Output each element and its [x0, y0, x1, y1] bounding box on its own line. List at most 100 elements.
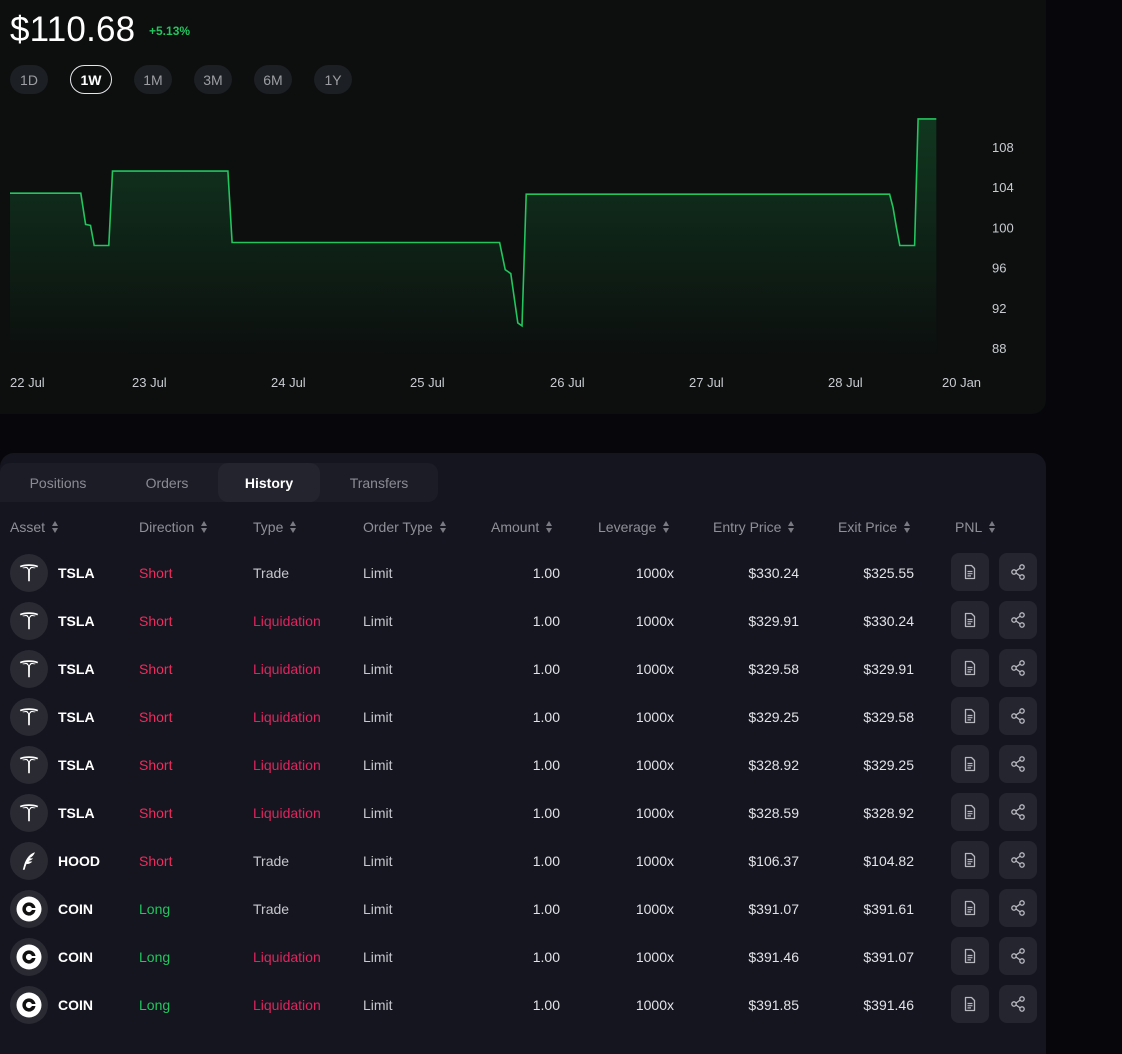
column-header-amount[interactable]: Amount: [491, 519, 553, 535]
share-icon: [1009, 659, 1027, 677]
price-chart[interactable]: 108 104 100 96 92 88 22 Jul 23 Jul 24 Jul 25 Jul 2…: [0, 0, 1046, 414]
order-type-cell: Limit: [363, 949, 393, 965]
type-cell: Trade: [253, 565, 290, 581]
share-button[interactable]: [999, 793, 1037, 831]
table-row[interactable]: COIN Long Trade Limit 1.00 1000x $391.07 $391.6…: [0, 885, 1046, 933]
column-header-type[interactable]: Type: [253, 519, 297, 535]
entry-price-cell: $391.46: [748, 949, 799, 965]
table-header: Asset Direction Type Order Type Amount L…: [0, 519, 1046, 541]
share-button[interactable]: [999, 697, 1037, 735]
details-button[interactable]: [951, 985, 989, 1023]
column-header-order-type[interactable]: Order Type: [363, 519, 447, 535]
share-button[interactable]: [999, 601, 1037, 639]
table-row[interactable]: TSLA Short Liquidation Limit 1.00 1000x $329.5…: [0, 645, 1046, 693]
range-button-1y[interactable]: 1Y: [314, 65, 352, 94]
type-cell: Liquidation: [253, 709, 321, 725]
asset-ticker: TSLA: [58, 565, 95, 581]
share-button[interactable]: [999, 553, 1037, 591]
column-header-entry-price[interactable]: Entry Price: [713, 519, 795, 535]
column-header-pnl[interactable]: PNL: [955, 519, 996, 535]
share-button[interactable]: [999, 889, 1037, 927]
direction-cell: Short: [139, 661, 173, 677]
share-button[interactable]: [999, 649, 1037, 687]
direction-cell: Short: [139, 805, 173, 821]
leverage-cell: 1000x: [635, 901, 674, 917]
leverage-cell: 1000x: [635, 805, 674, 821]
coinbase-logo-icon: [10, 938, 48, 976]
column-header-exit-price[interactable]: Exit Price: [838, 519, 911, 535]
details-button[interactable]: [951, 937, 989, 975]
tab-orders[interactable]: Orders: [145, 474, 189, 491]
table-row[interactable]: TSLA Short Liquidation Limit 1.00 1000x $328.9…: [0, 741, 1046, 789]
range-button-1m[interactable]: 1M: [134, 65, 172, 94]
sort-icon: [52, 520, 59, 534]
range-button-3m[interactable]: 3M: [194, 65, 232, 94]
details-button[interactable]: [951, 697, 989, 735]
tab-bar: Positions Orders History Transfers: [0, 463, 438, 502]
order-type-cell: Limit: [363, 661, 393, 677]
share-button[interactable]: [999, 745, 1037, 783]
y-tick-label: 92: [992, 301, 1006, 316]
order-type-cell: Limit: [363, 901, 393, 917]
tab-positions[interactable]: Positions: [29, 474, 87, 491]
share-icon: [1009, 563, 1027, 581]
exit-price-cell: $329.25: [863, 757, 914, 773]
type-cell: Liquidation: [253, 997, 321, 1013]
details-button[interactable]: [951, 601, 989, 639]
table-row[interactable]: TSLA Short Liquidation Limit 1.00 1000x $328.5…: [0, 789, 1046, 837]
details-button[interactable]: [951, 793, 989, 831]
range-button-1d[interactable]: 1D: [10, 65, 48, 94]
type-cell: Liquidation: [253, 613, 321, 629]
entry-price-cell: $330.24: [748, 565, 799, 581]
share-button[interactable]: [999, 841, 1037, 879]
document-icon: [962, 756, 978, 772]
tesla-logo-icon: [10, 650, 48, 688]
amount-cell: 1.00: [532, 901, 560, 917]
leverage-cell: 1000x: [635, 853, 674, 869]
tab-transfers[interactable]: Transfers: [349, 474, 409, 491]
details-button[interactable]: [951, 889, 989, 927]
x-tick-label: 22 Jul: [10, 375, 45, 390]
details-button[interactable]: [951, 553, 989, 591]
share-icon: [1009, 611, 1027, 629]
amount-cell: 1.00: [532, 565, 560, 581]
table-row[interactable]: HOOD Short Trade Limit 1.00 1000x $106.37 $104.…: [0, 837, 1046, 885]
column-header-direction[interactable]: Direction: [139, 519, 208, 535]
exit-price-cell: $391.46: [863, 997, 914, 1013]
amount-cell: 1.00: [532, 613, 560, 629]
tab-history[interactable]: History: [218, 463, 320, 502]
table-row[interactable]: TSLA Short Liquidation Limit 1.00 1000x $329.9…: [0, 597, 1046, 645]
share-icon: [1009, 995, 1027, 1013]
table-row[interactable]: TSLA Short Trade Limit 1.00 1000x $330.24 $325.…: [0, 549, 1046, 597]
column-header-asset[interactable]: Asset: [10, 519, 59, 535]
asset-ticker: TSLA: [58, 661, 95, 677]
document-icon: [962, 612, 978, 628]
asset-ticker: COIN: [58, 901, 93, 917]
exit-price-cell: $104.82: [863, 853, 914, 869]
entry-price-cell: $391.07: [748, 901, 799, 917]
table-row[interactable]: TSLA Short Liquidation Limit 1.00 1000x $329.2…: [0, 693, 1046, 741]
order-type-cell: Limit: [363, 805, 393, 821]
share-button[interactable]: [999, 985, 1037, 1023]
table-row[interactable]: COIN Long Liquidation Limit 1.00 1000x $391.46…: [0, 933, 1046, 981]
details-button[interactable]: [951, 745, 989, 783]
entry-price-cell: $329.91: [748, 613, 799, 629]
amount-cell: 1.00: [532, 757, 560, 773]
table-row[interactable]: COIN Long Liquidation Limit 1.00 1000x $391.85…: [0, 981, 1046, 1029]
column-header-leverage[interactable]: Leverage: [598, 519, 670, 535]
details-button[interactable]: [951, 841, 989, 879]
tesla-logo-icon: [10, 602, 48, 640]
share-button[interactable]: [999, 937, 1037, 975]
document-icon: [962, 948, 978, 964]
x-tick-label: 25 Jul: [410, 375, 445, 390]
range-button-1w[interactable]: 1W: [70, 65, 112, 94]
range-button-6m[interactable]: 6M: [254, 65, 292, 94]
exit-price-cell: $325.55: [863, 565, 914, 581]
exit-price-cell: $328.92: [863, 805, 914, 821]
order-type-cell: Limit: [363, 613, 393, 629]
leverage-cell: 1000x: [635, 757, 674, 773]
entry-price-cell: $106.37: [748, 853, 799, 869]
entry-price-cell: $328.92: [748, 757, 799, 773]
details-button[interactable]: [951, 649, 989, 687]
document-icon: [962, 852, 978, 868]
